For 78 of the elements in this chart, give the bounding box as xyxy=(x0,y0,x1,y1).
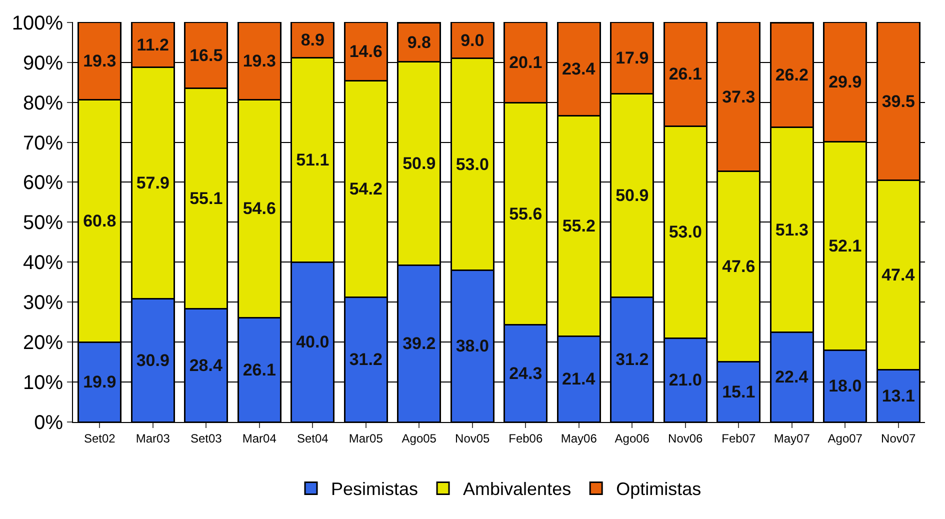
data-label: 50.9 xyxy=(402,154,436,174)
data-label: 8.9 xyxy=(300,30,324,50)
data-label: 53.0 xyxy=(668,222,702,242)
legend-label: Optimistas xyxy=(616,479,702,500)
data-label: 40.0 xyxy=(296,332,330,352)
x-tick-label: Mar04 xyxy=(242,431,277,446)
data-label: 23.4 xyxy=(562,60,596,79)
legend-label: Ambivalentes xyxy=(463,479,572,500)
x-tick-label: Nov05 xyxy=(455,431,490,446)
y-tick-label: 90% xyxy=(22,52,64,74)
x-tick-label: Mar03 xyxy=(136,431,170,446)
data-label: 16.5 xyxy=(190,46,223,65)
y-tick-label: 100% xyxy=(12,12,64,34)
data-label: 39.5 xyxy=(882,92,915,111)
data-label: 54.6 xyxy=(242,199,276,218)
data-label: 26.2 xyxy=(775,66,808,85)
y-tick-label: 20% xyxy=(22,332,64,354)
data-label: 52.1 xyxy=(828,236,862,256)
data-label: 28.4 xyxy=(189,356,223,375)
data-label: 29.9 xyxy=(828,72,862,92)
x-tick-label: Nov07 xyxy=(881,431,916,446)
x-tick-label: Ago07 xyxy=(828,431,863,446)
data-label: 24.3 xyxy=(509,364,542,383)
data-label: 31.2 xyxy=(616,350,649,370)
data-label: 54.2 xyxy=(349,180,382,199)
data-label: 47.6 xyxy=(722,257,756,276)
data-label: 26.1 xyxy=(668,64,702,84)
data-label: 47.4 xyxy=(882,265,916,284)
x-tick-label: Set03 xyxy=(190,431,222,446)
x-tick-label: May07 xyxy=(774,431,810,446)
x-tick-label: Ago06 xyxy=(614,431,650,446)
data-label: 53.0 xyxy=(456,154,489,174)
data-label: 11.2 xyxy=(136,35,169,54)
y-tick-label: 40% xyxy=(22,252,64,274)
x-tick-label: Set04 xyxy=(296,431,329,446)
data-label: 38.0 xyxy=(456,336,489,356)
data-label: 39.2 xyxy=(402,334,436,354)
data-label: 19.3 xyxy=(242,51,276,70)
data-label: 19.3 xyxy=(83,51,116,70)
y-tick-label: 0% xyxy=(34,412,64,434)
data-label: 57.9 xyxy=(136,173,170,192)
data-label: 21.4 xyxy=(562,370,596,389)
x-tick-label: May06 xyxy=(560,431,598,446)
y-tick-label: 60% xyxy=(22,172,64,194)
x-tick-label: Ago05 xyxy=(402,431,437,446)
data-label: 55.1 xyxy=(190,188,223,208)
data-label: 18.0 xyxy=(828,376,862,396)
data-label: 51.3 xyxy=(775,220,808,240)
x-tick-label: Feb07 xyxy=(722,431,756,446)
data-label: 51.1 xyxy=(296,150,330,170)
data-label: 15.1 xyxy=(722,382,756,402)
x-tick-label: Mar05 xyxy=(348,431,384,446)
data-label: 37.3 xyxy=(722,87,756,106)
data-label: 9.0 xyxy=(460,30,484,50)
data-label: 9.8 xyxy=(407,32,431,52)
data-label: 17.9 xyxy=(616,48,649,68)
x-tick-label: Nov06 xyxy=(668,431,704,446)
data-label: 55.2 xyxy=(562,216,596,236)
data-label: 20.1 xyxy=(509,53,542,72)
y-tick-label: 10% xyxy=(22,372,64,394)
data-label: 31.2 xyxy=(349,350,382,370)
data-label: 55.6 xyxy=(509,204,542,224)
legend-label: Pesimistas xyxy=(331,479,418,500)
data-label: 22.4 xyxy=(775,368,809,387)
data-label: 50.9 xyxy=(616,186,649,206)
y-tick-label: 50% xyxy=(22,212,64,234)
data-label: 30.9 xyxy=(136,350,170,370)
x-tick-label: Feb06 xyxy=(508,431,543,446)
data-label: 13.1 xyxy=(882,386,915,406)
data-label: 21.0 xyxy=(668,370,702,390)
data-label: 14.6 xyxy=(349,42,382,62)
x-tick-label: Set02 xyxy=(84,431,116,446)
data-label: 19.9 xyxy=(83,372,116,392)
y-tick-label: 70% xyxy=(22,132,64,154)
y-tick-label: 30% xyxy=(22,292,64,314)
data-label: 26.1 xyxy=(242,360,276,380)
y-tick-label: 80% xyxy=(22,92,64,114)
data-label: 60.8 xyxy=(83,212,116,230)
